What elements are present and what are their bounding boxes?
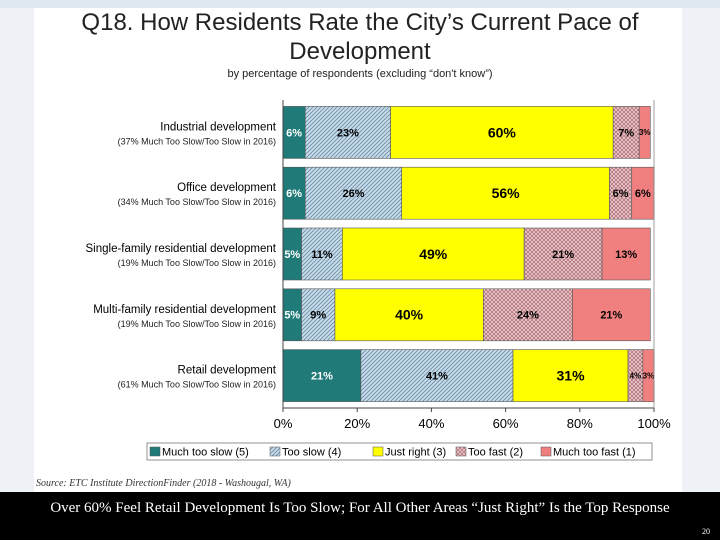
chart-subtitle: by percentage of respondents (excluding … [227,68,493,80]
bar-segment [360,349,514,402]
bar-data-label: 4% [630,371,642,380]
legend-swatch [540,446,552,457]
chart-title: Q18. How Residents Rate the City’s Curre… [40,8,680,66]
bar-segment [301,227,343,281]
x-tick-label: 20% [344,416,370,431]
bar-data-label: 40% [395,307,424,323]
bar-segment [301,288,336,342]
bar-data-label: 6% [286,188,302,200]
bar-data-label: 6% [635,188,651,200]
x-tick-label: 60% [493,416,519,431]
bar-segment [612,106,640,159]
category-note: (19% Much Too Slow/Too Slow in 2016) [118,258,276,268]
bar-data-label: 31% [557,368,586,384]
bar-data-label: 3% [639,128,651,137]
legend-swatch [372,446,384,457]
bar-segment [638,106,651,159]
slide-right-strip [682,8,720,492]
bar-data-label: 7% [618,127,634,139]
slide-top-band [0,0,720,8]
legend-swatch [455,446,467,457]
legend-entry: Much too fast (1) [553,447,636,459]
bar-segment [401,166,610,220]
bar-segment [390,106,614,159]
bar-data-label: 24% [517,310,539,322]
page-number: 20 [702,527,710,536]
bar-segment [572,288,651,342]
bar-segment [282,349,362,402]
category-label: Industrial development [160,121,277,133]
category-note: (61% Much Too Slow/Too Slow in 2016) [118,380,276,390]
source-note: Source: ETC Institute DirectionFinder (2… [36,478,291,489]
bar-data-label: 41% [426,370,448,382]
bar-data-label: 11% [311,249,333,261]
bar-segment [512,349,629,402]
bar-data-label: 26% [342,188,364,200]
slide-left-strip [0,8,34,492]
x-tick-label: 80% [567,416,593,431]
legend-swatch [149,446,161,457]
category-label: Single-family residential development [86,243,277,255]
bar-data-label: 5% [284,310,300,322]
caption-bar [0,492,720,540]
chart-title-line-2: Development [289,38,431,65]
bar-data-label: 13% [615,249,637,261]
bar-data-label: 49% [419,246,448,262]
bar-data-label: 5% [284,249,300,261]
category-label: Retail development [178,365,277,377]
bar-data-label: 60% [488,124,517,140]
legend-swatch [269,446,281,457]
bar-segment [342,227,525,281]
bar-segment [523,227,603,281]
slide-caption: Over 60% Feel Retail Development Is Too … [50,500,670,516]
bar-data-label: 21% [552,249,574,261]
legend-entry: Much too slow (5) [162,447,249,459]
category-note: (34% Much Too Slow/Too Slow in 2016) [118,197,276,207]
legend-entry: Too fast (2) [468,447,523,459]
bar-data-label: 6% [286,127,302,139]
chart-title-line-1: Q18. How Residents Rate the City’s Curre… [81,9,639,36]
bar-segment [483,288,573,342]
bar-data-label: 21% [311,370,333,382]
bar-data-label: 6% [613,188,629,200]
category-note: (37% Much Too Slow/Too Slow in 2016) [118,136,276,146]
legend-entry: Too slow (4) [282,447,341,459]
bar-segment [601,227,651,281]
x-tick-label: 40% [418,416,444,431]
bar-segment [304,106,391,159]
bar-segment [304,166,403,220]
bar-data-label: 56% [492,185,521,201]
x-tick-label: 100% [637,416,671,431]
x-tick-label: 0% [274,416,293,431]
category-note: (19% Much Too Slow/Too Slow in 2016) [118,319,276,329]
bar-data-label: 3% [643,371,655,380]
bar-data-label: 21% [600,310,622,322]
bar-data-label: 23% [337,127,359,139]
bar-data-label: 9% [310,310,326,322]
category-label: Office development [177,182,277,194]
legend-entry: Just right (3) [385,447,446,459]
category-label: Multi-family residential development [93,304,277,316]
